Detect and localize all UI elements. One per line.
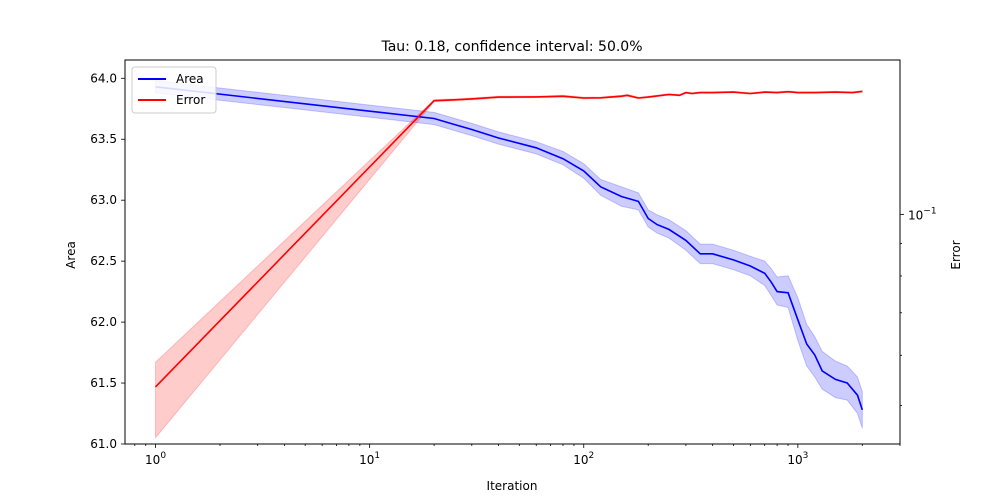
y-tick-label: 64.0 bbox=[90, 71, 117, 85]
y-tick-label: 61.5 bbox=[90, 376, 117, 390]
y-tick-label: 61.0 bbox=[90, 437, 117, 451]
y-tick-label: 63.5 bbox=[90, 132, 117, 146]
legend: Area Error bbox=[131, 66, 217, 114]
area-line bbox=[155, 86, 864, 411]
x-axis-label: Iteration bbox=[487, 479, 538, 493]
y-tick-label: 62.0 bbox=[90, 315, 117, 329]
error-line bbox=[154, 90, 863, 388]
series-lines bbox=[154, 86, 864, 411]
area-confidence-band bbox=[155, 80, 863, 429]
x-axis-ticks: 100 101 102 103 bbox=[134, 444, 901, 467]
y-axis-ticks: 61.0 61.5 62.0 62.5 63.0 63.5 64.0 bbox=[90, 71, 125, 451]
legend-label-area: Area bbox=[176, 72, 204, 86]
legend-label-error: Error bbox=[176, 93, 205, 107]
plot-frame bbox=[124, 59, 901, 445]
y-tick-label: 62.5 bbox=[90, 254, 117, 268]
y2-axis-label: Error bbox=[949, 240, 963, 269]
y-tick-label: 63.0 bbox=[90, 193, 117, 207]
chart-title: Tau: 0.18, confidence interval: 50.0% bbox=[380, 39, 642, 55]
y-axis-label: Area bbox=[64, 241, 78, 269]
